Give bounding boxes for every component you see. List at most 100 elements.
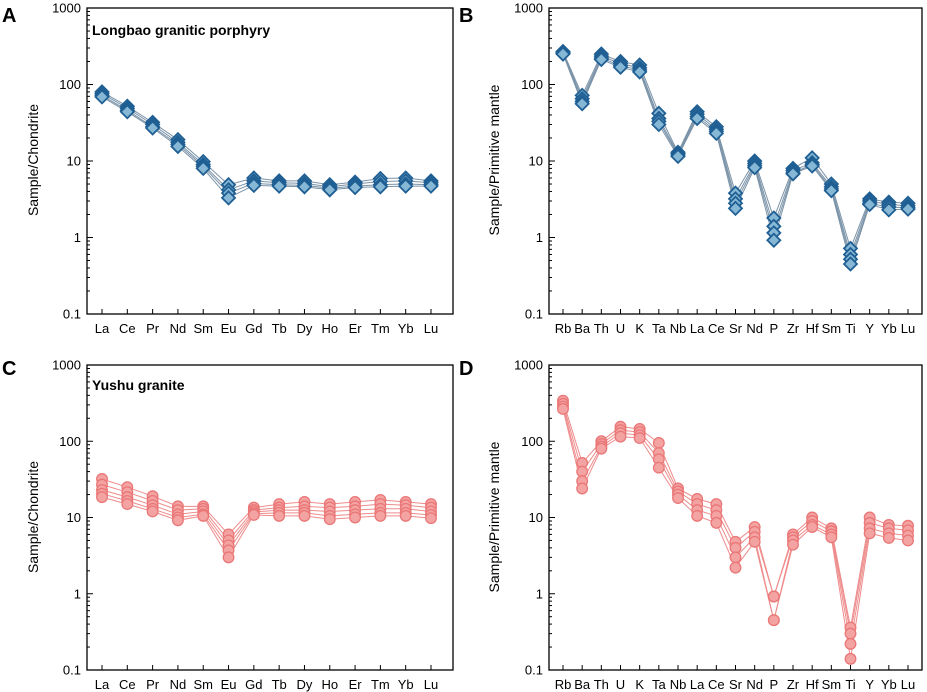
x-tick-label-nd: Nd <box>170 677 187 692</box>
y-axis-label: Sample/Chondrite <box>25 461 41 573</box>
data-point <box>220 190 237 206</box>
x-tick-label-tb: Tb <box>272 677 287 692</box>
plot-frame <box>86 364 454 671</box>
x-tick-label-yb: Yb <box>881 677 897 692</box>
data-point <box>691 509 704 522</box>
data-point <box>823 182 840 199</box>
y-tick-label: 0.1 <box>63 307 81 322</box>
x-tick-label-yb: Yb <box>398 677 414 692</box>
data-point <box>296 179 313 195</box>
series-line-sample-2 <box>562 52 909 257</box>
y-tick-label: 0.1 <box>525 307 543 322</box>
x-tick-label-k: K <box>635 321 644 336</box>
x-tick-label-nb: Nb <box>670 321 687 336</box>
y-tick-label: 1 <box>536 230 543 245</box>
data-point <box>425 512 437 525</box>
data-point <box>767 614 780 627</box>
y-tick-label: 100 <box>521 77 543 92</box>
data-point <box>222 551 235 564</box>
x-tick-label-gd: Gd <box>245 321 262 336</box>
data-point <box>323 513 336 526</box>
series-line-sample-2 <box>562 403 909 634</box>
data-point <box>861 196 878 213</box>
x-tick-label-ba: Ba <box>574 321 591 336</box>
x-tick-label-er: Er <box>349 321 363 336</box>
x-tick-label-th: Th <box>594 677 609 692</box>
y-tick-label: 1 <box>74 230 81 245</box>
x-tick-label-ti: Ti <box>845 677 855 692</box>
x-tick-label-p: P <box>769 677 778 692</box>
data-point <box>767 590 780 603</box>
data-point <box>842 256 859 272</box>
data-point <box>195 160 212 177</box>
x-tick-label-u: U <box>616 321 625 336</box>
data-point <box>900 201 916 217</box>
x-tick-label-lu: Lu <box>424 321 438 336</box>
x-tick-label-gd: Gd <box>245 677 262 692</box>
x-tick-label-zr: Zr <box>787 677 800 692</box>
data-point <box>804 158 820 174</box>
data-point <box>347 179 363 196</box>
data-point <box>672 492 684 504</box>
y-tick-label: 1000 <box>514 1 543 16</box>
data-point <box>689 110 705 127</box>
x-tick-label-pr: Pr <box>146 321 160 336</box>
x-tick-label-ho: Ho <box>321 677 338 692</box>
y-tick-label: 10 <box>67 154 81 169</box>
data-point <box>247 509 260 521</box>
x-tick-label-sm: Sm <box>193 677 213 692</box>
data-point <box>423 178 439 194</box>
panel-c: 0.1 1 10 100 1000 La Ce Pr Nd Sm Eu Gd Tb Dy Ho Er Tm Yb L… <box>2 358 454 692</box>
x-tick-label-ce: Ce <box>708 321 725 336</box>
data-point <box>96 491 108 504</box>
x-tick-label-ta: Ta <box>652 677 667 692</box>
x-tick-label-k: K <box>635 677 644 692</box>
x-tick-label-sr: Sr <box>729 677 743 692</box>
series-line-sample-1 <box>101 91 432 186</box>
panel-a: 0.1 1 10 100 1000 La Ce Pr Nd Sm Eu Gd Tb Dy Ho Er Tm Yb L… <box>2 1 454 336</box>
data-point <box>374 509 387 522</box>
series-line-sample-3 <box>562 53 909 261</box>
data-point <box>727 200 744 217</box>
data-point <box>787 538 799 551</box>
x-tick-label-la: La <box>690 321 705 336</box>
y-tick-label: 1 <box>536 586 543 601</box>
y-tick-label: 10 <box>529 154 543 169</box>
panel-letter: C <box>2 358 16 380</box>
data-point <box>863 527 876 540</box>
data-point <box>882 531 895 544</box>
data-point <box>372 179 389 195</box>
x-tick-label-la: La <box>690 677 705 692</box>
data-point <box>271 178 287 194</box>
x-tick-label-er: Er <box>349 677 363 692</box>
data-point <box>595 442 608 455</box>
y-tick-label: 100 <box>59 77 81 92</box>
data-point <box>146 505 159 518</box>
data-point <box>631 64 648 80</box>
x-tick-label-sm: Sm <box>822 677 842 692</box>
data-point <box>844 637 857 650</box>
x-tick-label-sm: Sm <box>822 321 842 336</box>
x-tick-label-sm: Sm <box>193 321 213 336</box>
x-tick-label-yb: Yb <box>881 321 897 336</box>
x-tick-label-yb: Yb <box>398 321 414 336</box>
x-tick-label-dy: Dy <box>297 321 313 336</box>
data-point <box>119 104 136 120</box>
x-tick-label-pr: Pr <box>146 677 160 692</box>
x-tick-label-lu: Lu <box>424 677 438 692</box>
data-point <box>729 561 742 574</box>
data-point <box>555 46 571 62</box>
y-tick-label: 1000 <box>52 358 81 373</box>
x-tick-label-la: La <box>95 321 110 336</box>
panel-letter: B <box>459 5 473 27</box>
series-line-sample-1 <box>562 51 909 250</box>
x-tick-label-eu: Eu <box>221 677 237 692</box>
x-tick-label-eu: Eu <box>221 321 237 336</box>
panel-b: 0.1 1 10 100 1000 Rb Ba Th U K Ta Nb La Ce Sr Nd P Zr Hf Sm… <box>459 1 923 336</box>
data-point <box>746 159 763 176</box>
data-point <box>844 652 857 665</box>
x-tick-label-nd: Nd <box>170 321 187 336</box>
x-tick-label-nb: Nb <box>670 677 687 692</box>
data-point <box>399 509 412 522</box>
